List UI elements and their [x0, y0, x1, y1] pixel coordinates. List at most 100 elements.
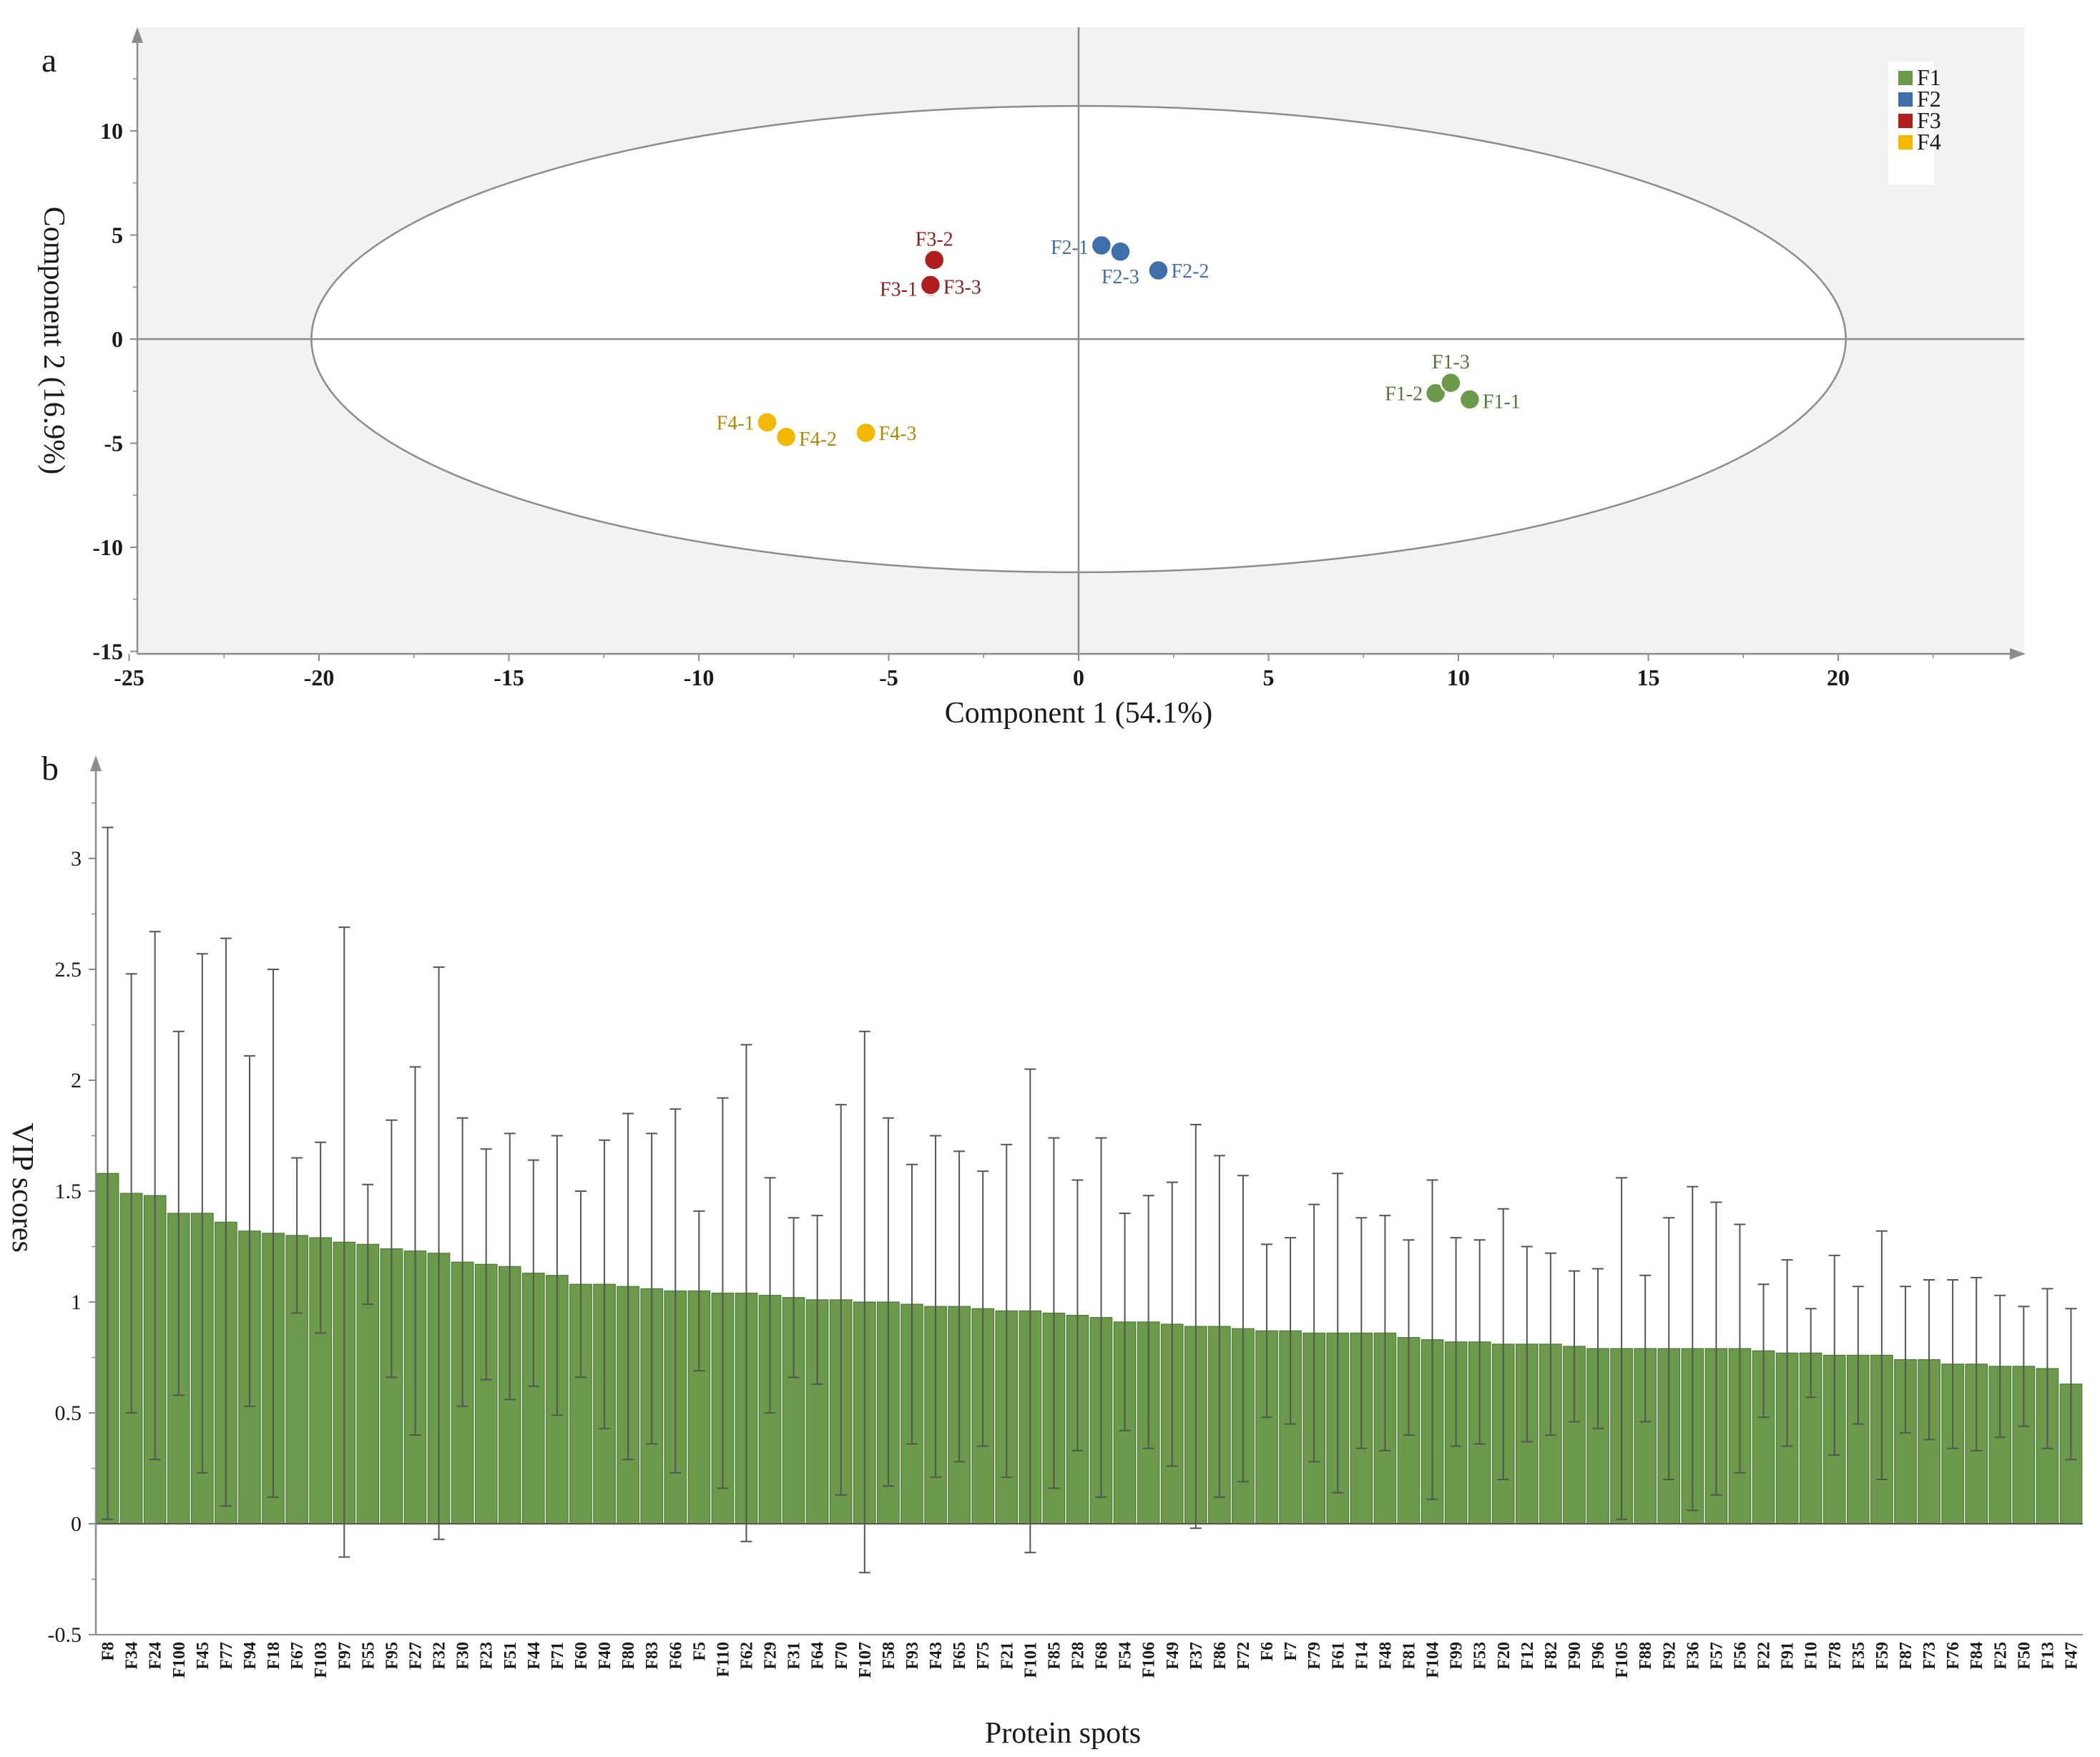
bar-f31 [782, 1297, 805, 1524]
x-tick-label-f75: F75 [974, 1642, 993, 1670]
x-tick-label-f99: F99 [1448, 1642, 1466, 1670]
vip-score-chart: b -0.5 0 0.5 1 1.5 2 2.5 3 F8 F34 F24 F100 F45 F77 F9… [6, 750, 2083, 1750]
x-tick-label-f44: F44 [525, 1642, 544, 1670]
x-tick-label-f24: F24 [147, 1642, 165, 1670]
x-tick-label: 20 [1827, 665, 1850, 690]
x-tick-label-f30: F30 [454, 1642, 473, 1670]
legend-label-f1: F1 [1917, 64, 1941, 90]
x-tick-label: -15 [494, 665, 524, 690]
x-tick-label: 10 [1447, 665, 1470, 690]
x-tick-label-f86: F86 [1211, 1642, 1230, 1670]
x-tick-label-f12: F12 [1518, 1642, 1537, 1670]
x-tick-label-f94: F94 [241, 1642, 260, 1670]
x-tick-label-f53: F53 [1471, 1642, 1490, 1670]
x-tick-label-f8: F8 [99, 1642, 118, 1661]
x-tick-label-f36: F36 [1684, 1642, 1702, 1670]
x-tick-label-f91: F91 [1779, 1642, 1797, 1670]
point-f2-2 [1147, 259, 1169, 282]
x-tick-label-f7: F7 [1282, 1642, 1300, 1661]
y-tick-label: 0 [112, 326, 123, 352]
legend-swatch-f1 [1898, 71, 1913, 85]
x-tick-label-f92: F92 [1660, 1642, 1679, 1670]
x-tick-label-f37: F37 [1187, 1642, 1206, 1670]
x-tick-label-f60: F60 [572, 1642, 591, 1670]
x-tick-label-f90: F90 [1566, 1642, 1584, 1670]
y-tick-label: 2 [71, 1069, 82, 1092]
pca-score-plot: a -25 -20 -15 -10 -5 0 5 10 15 20 -15 -10 -5 0 5 10 F1-… [37, 27, 2026, 730]
x-tick-label-f23: F23 [478, 1642, 496, 1670]
x-tick-label-f71: F71 [549, 1642, 567, 1670]
point-label-f3-2: F3-2 [916, 228, 953, 250]
legend-swatch-f4 [1898, 135, 1913, 150]
y-tick-label: 0 [71, 1512, 82, 1536]
x-tick-label-f110: F110 [714, 1642, 732, 1677]
y-tick-label: 3 [71, 847, 82, 871]
x-tick-label: -5 [879, 665, 898, 690]
x-tick-label: 15 [1637, 665, 1660, 690]
x-tick-label-f35: F35 [1850, 1642, 1868, 1670]
x-tick-label-f76: F76 [1944, 1642, 1963, 1670]
x-tick-label: -25 [114, 665, 144, 690]
y-axis-label: VIP scores [6, 1122, 39, 1253]
point-label-f2-1: F2-1 [1051, 237, 1089, 259]
x-tick-label-f107: F107 [856, 1642, 875, 1678]
legend-label-f3: F3 [1917, 107, 1941, 133]
x-tick-label-f106: F106 [1140, 1642, 1159, 1678]
x-tick-label-f68: F68 [1093, 1642, 1112, 1670]
x-tick-label-f67: F67 [288, 1642, 307, 1670]
x-tick-label-f54: F54 [1117, 1642, 1135, 1670]
x-tick-label-f48: F48 [1376, 1642, 1395, 1670]
x-tick-label-f85: F85 [1045, 1642, 1064, 1670]
x-tick-label-f62: F62 [737, 1642, 756, 1670]
legend-label-f2: F2 [1917, 86, 1941, 112]
point-label-f4-1: F4-1 [717, 412, 755, 434]
x-tick-label-f59: F59 [1873, 1642, 1892, 1670]
point-f2-3 [1109, 240, 1132, 263]
y-tick-label: 1 [71, 1291, 82, 1314]
point-label-f4-2: F4-2 [799, 429, 837, 451]
x-tick-label: -10 [684, 665, 715, 690]
x-tick-label-f32: F32 [431, 1642, 449, 1670]
point-f3-3 [919, 274, 942, 296]
x-tick-label-f93: F93 [903, 1642, 922, 1670]
point-f4-3 [855, 421, 877, 444]
point-f1-3 [1440, 371, 1462, 394]
y-axis-arrow [90, 755, 102, 771]
y-axis-label: Component 2 (16.9%) [37, 207, 70, 474]
x-tick-label-f72: F72 [1235, 1642, 1253, 1670]
x-tick-label-f95: F95 [383, 1642, 401, 1670]
x-tick-label-f10: F10 [1802, 1642, 1821, 1670]
x-tick-label-f80: F80 [619, 1642, 638, 1670]
x-tick-label-f47: F47 [2062, 1642, 2081, 1670]
x-tick-label-f14: F14 [1353, 1642, 1371, 1670]
x-tick-label-f88: F88 [1637, 1642, 1655, 1670]
x-tick-label-f56: F56 [1731, 1642, 1750, 1670]
y-tick-label: 0.5 [55, 1401, 82, 1425]
x-tick-label-f6: F6 [1258, 1642, 1277, 1661]
x-tick-label: 0 [1073, 665, 1084, 690]
x-tick-label: -20 [304, 665, 335, 690]
x-tick-label-f57: F57 [1707, 1642, 1726, 1670]
x-tick-label-f65: F65 [951, 1642, 969, 1670]
x-tick-label-f61: F61 [1329, 1642, 1348, 1670]
point-f3-2 [923, 249, 946, 271]
x-tick-label-f70: F70 [833, 1642, 851, 1670]
y-tick-label: 2.5 [55, 958, 82, 982]
x-axis-label: Protein spots [985, 1717, 1141, 1750]
x-tick-label-f55: F55 [359, 1642, 378, 1670]
x-tick-label-f51: F51 [501, 1642, 520, 1670]
x-tick-label-f87: F87 [1897, 1642, 1915, 1670]
point-f1-2 [1424, 382, 1447, 404]
x-tick-label-f100: F100 [170, 1642, 189, 1678]
x-tick-label-f29: F29 [762, 1642, 780, 1670]
x-tick-label-f97: F97 [335, 1642, 354, 1670]
x-tick-label-f105: F105 [1613, 1642, 1632, 1678]
point-f4-1 [756, 411, 778, 434]
x-tick-label-f5: F5 [690, 1642, 709, 1661]
y-tick-label: 10 [100, 118, 123, 144]
x-tick-label-f21: F21 [998, 1642, 1016, 1670]
x-tick-label-f58: F58 [880, 1642, 898, 1670]
point-label-f1-2: F1-2 [1385, 383, 1423, 406]
